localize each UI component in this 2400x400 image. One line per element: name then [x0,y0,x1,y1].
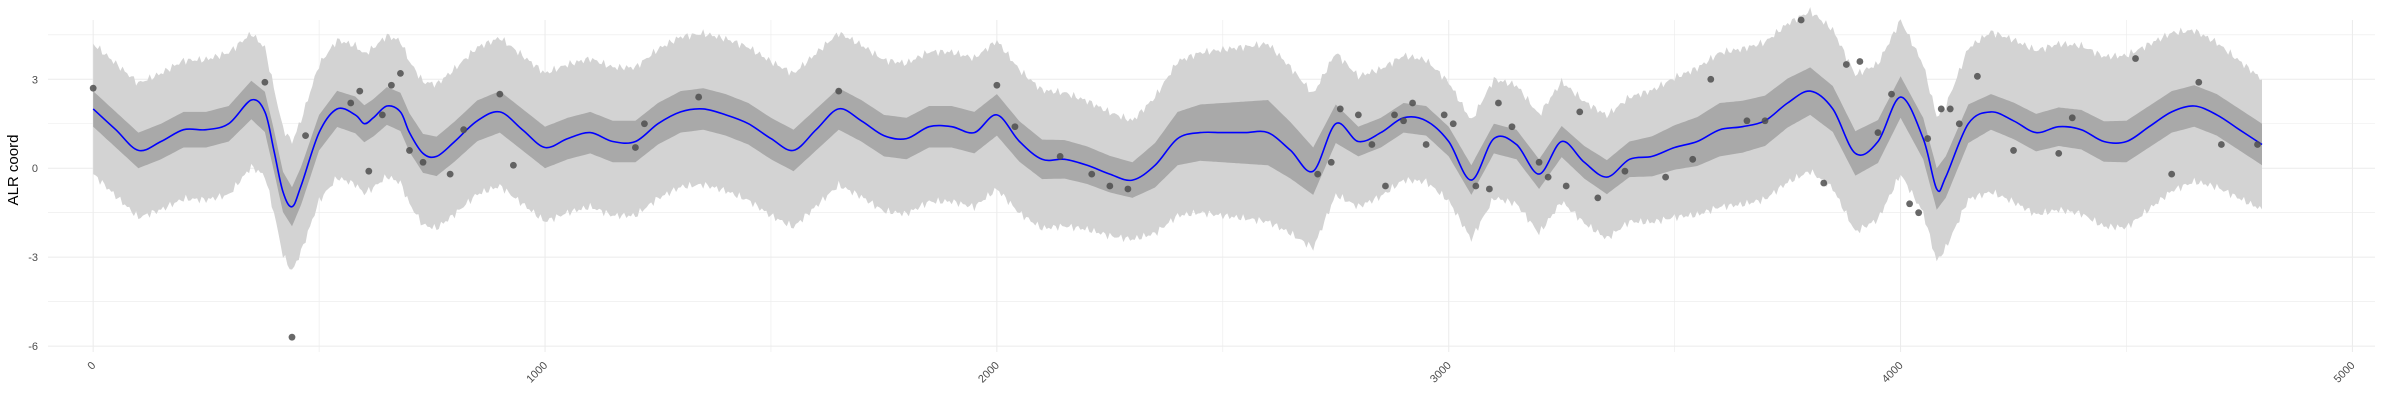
y-tick-label: 3 [32,74,38,86]
observation-point [1336,105,1344,113]
observation-point [1842,61,1850,68]
observation-point [2068,114,2076,122]
y-tick-label: -3 [28,252,38,264]
observation-point [302,132,309,140]
posterior-mean-line [92,90,2263,208]
observation-point [1508,123,1516,131]
x-axis-tick-labels: 0 1000 2000 3000 4000 5000 [85,360,2357,386]
observation-point [1124,185,1132,193]
observation-point [460,126,468,134]
observation-point [1011,123,1019,131]
observation-point [496,90,504,98]
y-axis-tick-labels: -6 -3 0 3 [28,74,38,353]
observation-point [1576,108,1584,116]
observation-point [1874,129,1882,137]
observation-point [1594,194,1602,202]
observation-point [1562,182,1570,190]
observation-point [1955,120,1963,128]
observation-point [1391,111,1398,119]
observation-point [1761,117,1769,125]
x-tick-label: 1000 [524,360,550,386]
observation-point [1485,185,1493,193]
observation-point [446,170,454,178]
observation-point [1915,209,1923,217]
observation-point [406,147,413,154]
observation-point [1797,16,1805,24]
observation-point [1888,90,1895,98]
observation-point [2254,141,2261,148]
observation-point [1440,111,1448,119]
observation-point [1743,117,1751,125]
observation-point [835,87,843,95]
observation-point [1449,120,1457,128]
observation-point [2132,55,2139,62]
y-tick-label: 0 [32,163,38,175]
y-tick-label: -6 [28,341,38,353]
observation-point [419,158,427,166]
x-tick-label: 4000 [1880,360,1906,386]
x-tick-label: 0 [85,360,98,373]
observation-point [1409,99,1416,107]
observation-point [1544,173,1552,181]
observation-point [1314,170,1322,178]
observation-point [1472,182,1480,190]
observation-point [2010,147,2017,154]
x-tick-label: 5000 [2332,360,2358,386]
observation-point [1368,141,1376,148]
observation-point [993,81,1001,89]
observation-point [1820,179,1828,187]
observation-point [2055,149,2063,157]
observation-point [1621,167,1629,175]
observation-point [1382,182,1389,190]
observation-point [388,81,395,89]
observation-point [356,87,364,95]
observation-point [631,144,639,151]
observation-point [1946,105,1954,113]
x-tick-label: 2000 [976,360,1002,386]
x-tick-label: 3000 [1428,360,1454,386]
observation-point [1689,155,1697,163]
observation-point [641,120,648,128]
observation-point [1088,170,1096,178]
observation-point [1422,141,1430,148]
y-axis-title: ALR coord [5,135,22,206]
observation-point [1535,158,1543,166]
observation-point [2217,141,2225,148]
observation-point [1906,200,1913,208]
observation-point [397,69,404,77]
observation-point [288,333,296,341]
observation-point [365,167,373,175]
observation-point [695,93,703,101]
observation-point [1662,173,1670,181]
observation-point [1856,58,1864,65]
observation-point [89,84,97,92]
inner-credible-band [93,67,2263,227]
observation-points [89,16,2261,341]
observation-point [1354,111,1362,119]
observation-point [510,161,517,169]
observation-point [378,111,386,119]
observation-point [1924,135,1932,142]
observation-point [1707,75,1715,83]
observation-point [1937,105,1945,113]
observation-point [2168,170,2176,178]
observation-point [1400,117,1407,125]
observation-point [1106,182,1114,190]
observation-point [261,78,269,86]
observation-point [347,99,355,107]
observation-point [1973,72,1981,80]
posterior-mean-line-group [92,90,2263,208]
observation-point [1056,152,1064,160]
observation-point [1327,158,1335,166]
observation-point [2195,78,2203,86]
observation-point [1495,99,1502,107]
